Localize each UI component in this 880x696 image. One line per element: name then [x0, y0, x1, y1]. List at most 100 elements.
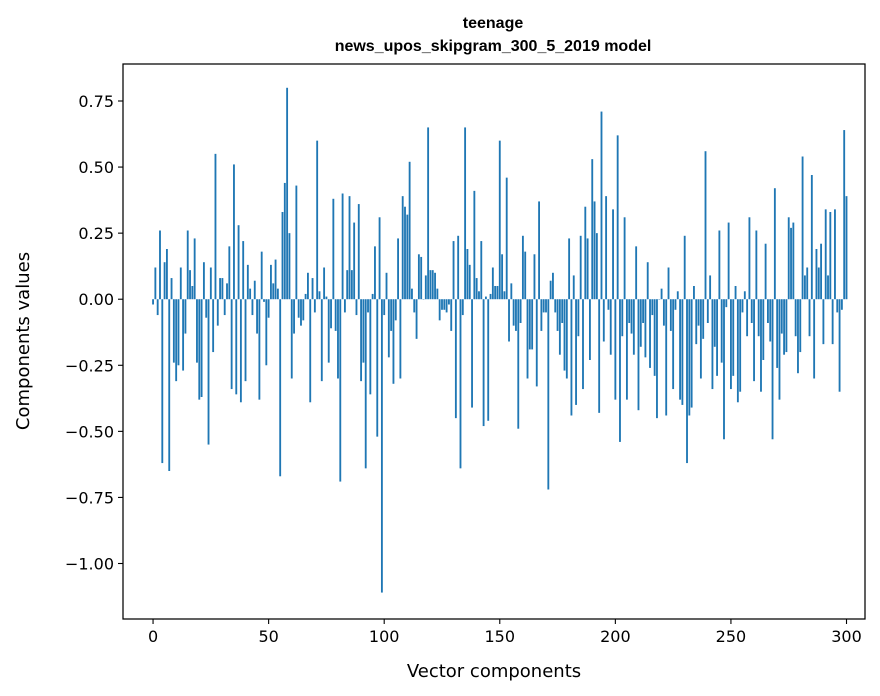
bar-component-169	[542, 299, 545, 313]
bar-component-255	[741, 299, 744, 313]
bar-component-110	[406, 214, 409, 300]
bar-component-29	[219, 278, 222, 300]
bar-component-141	[478, 291, 480, 300]
bar-component-95	[371, 293, 374, 300]
bar-component-85	[348, 196, 351, 300]
bar-component-217	[653, 299, 656, 376]
bar-component-52	[272, 283, 275, 300]
bar-component-115	[417, 254, 420, 300]
bar-component-6	[165, 249, 168, 300]
bar-component-132	[457, 235, 460, 300]
bar-component-233	[690, 299, 693, 408]
bar-component-190	[591, 159, 594, 300]
bar-component-244	[716, 299, 718, 376]
bar-component-0	[152, 299, 154, 305]
bar-component-10	[175, 299, 178, 382]
y-tick-label: 0.25	[78, 224, 114, 243]
bar-component-37	[237, 225, 240, 300]
bar-component-212	[642, 299, 645, 323]
bar-component-262	[757, 299, 760, 337]
bar-component-46	[258, 299, 261, 400]
bar-component-256	[743, 291, 746, 300]
bar-component-259	[750, 299, 753, 323]
bar-component-158	[517, 299, 520, 429]
bar-component-172	[549, 280, 552, 300]
bar-component-13	[182, 299, 185, 371]
bar-component-42	[249, 288, 252, 300]
bar-component-163	[528, 299, 531, 350]
x-tick-label: 150	[485, 627, 516, 646]
bar-component-211	[639, 299, 642, 347]
bar-component-35	[233, 164, 235, 300]
bar-component-96	[374, 246, 376, 300]
bar-component-275	[787, 217, 790, 300]
bar-component-291	[824, 209, 827, 300]
bar-component-154	[508, 299, 510, 342]
bar-component-131	[454, 299, 457, 419]
bar-component-49	[265, 299, 268, 366]
bar-component-293	[829, 212, 832, 300]
bar-component-215	[649, 299, 651, 368]
bar-component-242	[711, 299, 714, 390]
bar-component-297	[838, 299, 841, 392]
bar-component-234	[693, 286, 695, 300]
bar-component-178	[563, 299, 566, 371]
bar-component-116	[420, 256, 423, 300]
bar-component-79	[334, 299, 337, 331]
bar-component-8	[170, 278, 173, 300]
bar-component-189	[589, 299, 591, 360]
bar-component-284	[808, 299, 811, 337]
bar-component-68	[309, 299, 312, 403]
bar-component-239	[704, 151, 707, 300]
bar-component-61	[293, 299, 295, 334]
bar-component-5	[163, 262, 166, 300]
bar-component-200	[614, 299, 617, 400]
bar-component-55	[279, 299, 282, 477]
bar-component-251	[732, 299, 735, 376]
bar-component-202	[619, 299, 621, 442]
bar-component-19	[196, 299, 198, 363]
bar-component-290	[822, 299, 825, 345]
y-tick-label: −1.00	[65, 555, 114, 574]
bar-component-236	[697, 299, 700, 326]
bar-component-227	[676, 291, 679, 300]
bar-component-201	[616, 135, 619, 300]
bar-component-299	[843, 130, 846, 300]
bar-component-186	[582, 299, 584, 390]
bar-component-7	[168, 299, 171, 471]
bar-component-230	[683, 235, 686, 300]
bar-component-222	[665, 299, 668, 416]
bar-component-111	[408, 161, 411, 300]
bar-component-286	[813, 299, 816, 379]
bar-component-296	[836, 299, 839, 313]
x-tick-label: 0	[148, 627, 158, 646]
bar-component-128	[448, 299, 450, 305]
bar-component-87	[353, 222, 356, 300]
bar-component-122	[434, 272, 436, 300]
bar-component-223	[667, 267, 670, 300]
bar-component-135	[464, 127, 467, 300]
bar-component-47	[260, 251, 263, 300]
bar-component-64	[300, 299, 302, 326]
bar-component-271	[778, 299, 781, 400]
bar-component-43	[251, 299, 254, 316]
bar-component-160	[521, 235, 524, 300]
bar-component-240	[706, 299, 709, 323]
bar-component-287	[815, 249, 818, 300]
bar-component-75	[325, 296, 328, 300]
bar-component-88	[355, 299, 358, 316]
bar-component-235	[695, 299, 698, 345]
bar-component-165	[533, 254, 536, 300]
bar-component-129	[450, 299, 453, 331]
bar-component-93	[367, 299, 369, 313]
bar-component-103	[390, 299, 393, 331]
bar-component-78	[332, 198, 335, 300]
bar-component-57	[283, 182, 286, 300]
bar-component-266	[766, 299, 769, 323]
bar-component-127	[445, 299, 448, 313]
bar-component-232	[688, 299, 691, 416]
bar-component-253	[736, 299, 739, 403]
bar-component-168	[540, 299, 543, 331]
bar-component-92	[364, 299, 367, 469]
